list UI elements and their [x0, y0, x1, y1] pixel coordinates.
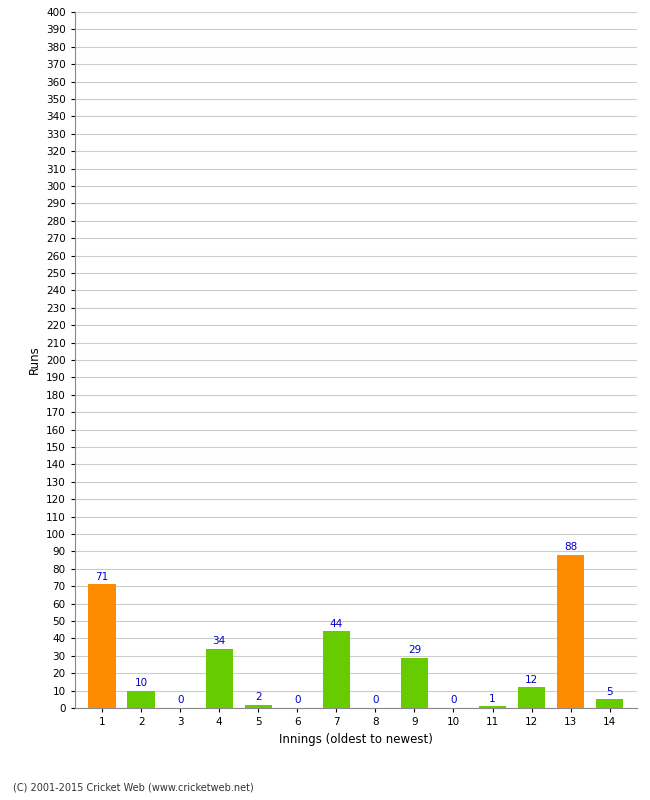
- Text: 34: 34: [213, 636, 226, 646]
- Bar: [401, 658, 428, 708]
- Bar: [127, 690, 155, 708]
- Text: (C) 2001-2015 Cricket Web (www.cricketweb.net): (C) 2001-2015 Cricket Web (www.cricketwe…: [13, 782, 254, 792]
- Text: 0: 0: [177, 695, 183, 706]
- Text: 0: 0: [372, 695, 379, 706]
- Text: 29: 29: [408, 645, 421, 655]
- Y-axis label: Runs: Runs: [27, 346, 40, 374]
- Bar: [479, 706, 506, 708]
- Text: 5: 5: [606, 686, 613, 697]
- Text: 71: 71: [96, 572, 109, 582]
- Bar: [88, 585, 116, 708]
- Bar: [244, 705, 272, 708]
- Bar: [557, 555, 584, 708]
- X-axis label: Innings (oldest to newest): Innings (oldest to newest): [279, 733, 433, 746]
- Text: 12: 12: [525, 674, 538, 685]
- Bar: [322, 631, 350, 708]
- Text: 10: 10: [135, 678, 148, 688]
- Text: 2: 2: [255, 692, 261, 702]
- Text: 0: 0: [450, 695, 457, 706]
- Text: 0: 0: [294, 695, 300, 706]
- Bar: [518, 687, 545, 708]
- Text: 88: 88: [564, 542, 577, 552]
- Bar: [596, 699, 623, 708]
- Text: 44: 44: [330, 619, 343, 629]
- Bar: [205, 649, 233, 708]
- Text: 1: 1: [489, 694, 496, 704]
